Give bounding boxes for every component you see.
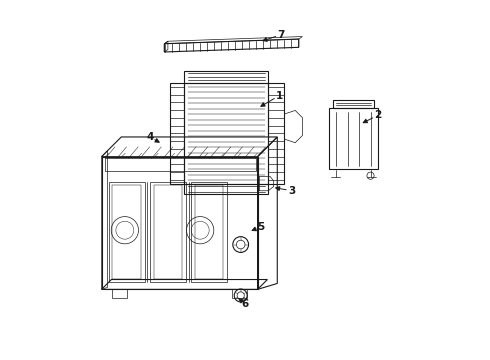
Text: 2: 2 — [374, 111, 381, 121]
Text: 5: 5 — [258, 222, 265, 231]
Text: 3: 3 — [288, 186, 295, 196]
Text: 7: 7 — [277, 30, 285, 40]
Text: 4: 4 — [147, 132, 154, 142]
Text: 6: 6 — [242, 299, 248, 309]
Text: 1: 1 — [275, 91, 283, 101]
